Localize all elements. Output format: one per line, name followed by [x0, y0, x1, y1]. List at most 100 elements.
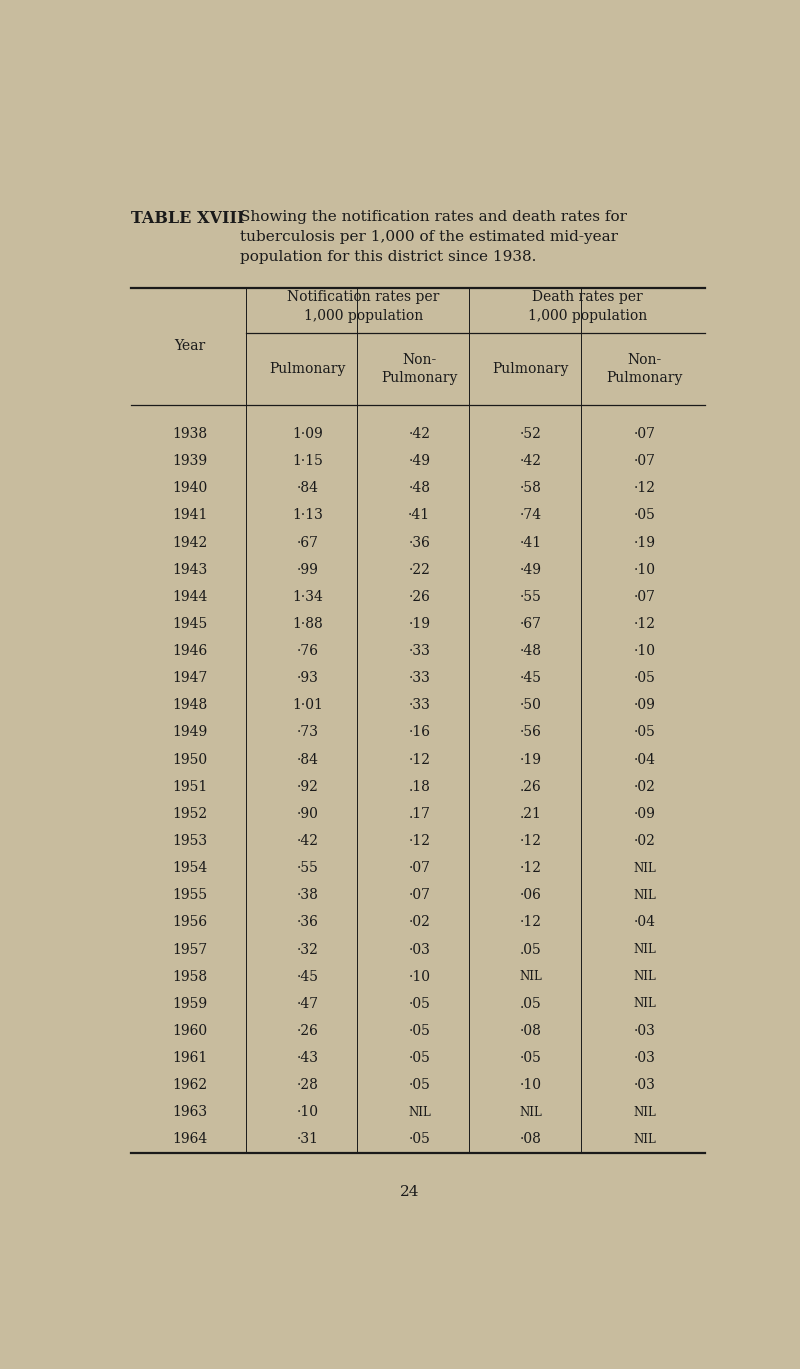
Text: 1950: 1950 [172, 753, 207, 767]
Text: .18: .18 [408, 780, 430, 794]
Text: Non-
Pulmonary: Non- Pulmonary [381, 353, 458, 385]
Text: TABLE XVIII: TABLE XVIII [131, 209, 245, 227]
Text: ·26: ·26 [297, 1024, 318, 1038]
Text: ·05: ·05 [634, 671, 655, 686]
Text: ·19: ·19 [634, 535, 655, 549]
Text: ·84: ·84 [297, 753, 318, 767]
Text: 24: 24 [400, 1186, 420, 1199]
Text: 1947: 1947 [172, 671, 207, 686]
Text: 1953: 1953 [172, 834, 207, 847]
Text: ·12: ·12 [408, 834, 430, 847]
Text: ·16: ·16 [408, 726, 430, 739]
Text: ·26: ·26 [408, 590, 430, 604]
Text: 1949: 1949 [172, 726, 207, 739]
Text: ·07: ·07 [408, 861, 430, 875]
Text: ·33: ·33 [408, 643, 430, 658]
Text: 1958: 1958 [172, 969, 207, 984]
Text: ·38: ·38 [297, 888, 318, 902]
Text: ·45: ·45 [297, 969, 318, 984]
Text: ·28: ·28 [297, 1079, 318, 1092]
Text: 1940: 1940 [172, 482, 207, 496]
Text: ·36: ·36 [297, 916, 318, 930]
Text: ·07: ·07 [634, 427, 655, 441]
Text: .05: .05 [520, 942, 542, 957]
Text: ·10: ·10 [408, 969, 430, 984]
Text: ·67: ·67 [520, 617, 542, 631]
Text: ·48: ·48 [520, 643, 542, 658]
Text: ·05: ·05 [408, 1079, 430, 1092]
Text: .17: .17 [408, 806, 430, 821]
Text: NIL: NIL [633, 1134, 656, 1146]
Text: ·33: ·33 [408, 671, 430, 686]
Text: ·76: ·76 [297, 643, 318, 658]
Text: ·05: ·05 [634, 726, 655, 739]
Text: 1960: 1960 [172, 1024, 207, 1038]
Text: ·56: ·56 [520, 726, 542, 739]
Text: NIL: NIL [519, 1106, 542, 1118]
Text: ·31: ·31 [297, 1132, 318, 1146]
Text: ·10: ·10 [520, 1079, 542, 1092]
Text: ·07: ·07 [634, 590, 655, 604]
Text: ·03: ·03 [634, 1024, 655, 1038]
Text: 1959: 1959 [172, 997, 207, 1010]
Text: ·03: ·03 [634, 1079, 655, 1092]
Text: ·52: ·52 [520, 427, 542, 441]
Text: ·55: ·55 [297, 861, 318, 875]
Text: ·42: ·42 [520, 455, 542, 468]
Text: ·12: ·12 [520, 834, 542, 847]
Text: ·04: ·04 [634, 916, 655, 930]
Text: NIL: NIL [633, 1106, 656, 1118]
Text: ·12: ·12 [408, 753, 430, 767]
Text: ·73: ·73 [297, 726, 318, 739]
Text: ·36: ·36 [408, 535, 430, 549]
Text: 1·15: 1·15 [292, 455, 323, 468]
Text: 1943: 1943 [172, 563, 207, 576]
Text: ·09: ·09 [634, 806, 655, 821]
Text: ·32: ·32 [297, 942, 318, 957]
Text: ·33: ·33 [408, 698, 430, 712]
Text: 1938: 1938 [172, 427, 207, 441]
Text: 1956: 1956 [172, 916, 207, 930]
Text: Pulmonary: Pulmonary [493, 361, 569, 375]
Text: 1962: 1962 [172, 1079, 207, 1092]
Text: 1·88: 1·88 [292, 617, 323, 631]
Text: Death rates per
1,000 population: Death rates per 1,000 population [528, 290, 647, 323]
Text: ·50: ·50 [520, 698, 542, 712]
Text: ·05: ·05 [520, 1051, 542, 1065]
Text: ·12: ·12 [520, 916, 542, 930]
Text: Pulmonary: Pulmonary [270, 361, 346, 375]
Text: 1939: 1939 [172, 455, 207, 468]
Text: ·47: ·47 [297, 997, 318, 1010]
Text: ·93: ·93 [297, 671, 318, 686]
Text: ·07: ·07 [408, 888, 430, 902]
Text: ·43: ·43 [297, 1051, 318, 1065]
Text: ·02: ·02 [634, 834, 655, 847]
Text: NIL: NIL [633, 861, 656, 875]
Text: 1963: 1963 [172, 1105, 207, 1120]
Text: Year: Year [174, 340, 206, 353]
Text: ·09: ·09 [634, 698, 655, 712]
Text: ·48: ·48 [408, 482, 430, 496]
Text: ·19: ·19 [520, 753, 542, 767]
Text: ·02: ·02 [634, 780, 655, 794]
Text: 1951: 1951 [172, 780, 207, 794]
Text: ·19: ·19 [408, 617, 430, 631]
Text: ·49: ·49 [520, 563, 542, 576]
Text: 1964: 1964 [172, 1132, 207, 1146]
Text: ·90: ·90 [297, 806, 318, 821]
Text: ·02: ·02 [408, 916, 430, 930]
Text: ·10: ·10 [297, 1105, 318, 1120]
Text: 1946: 1946 [172, 643, 207, 658]
Text: ·12: ·12 [634, 617, 655, 631]
Text: ·05: ·05 [408, 997, 430, 1010]
Text: ·08: ·08 [520, 1132, 542, 1146]
Text: ·06: ·06 [520, 888, 542, 902]
Text: ·92: ·92 [297, 780, 318, 794]
Text: ·55: ·55 [520, 590, 542, 604]
Text: 1·01: 1·01 [292, 698, 323, 712]
Text: ·67: ·67 [297, 535, 318, 549]
Text: 1952: 1952 [172, 806, 207, 821]
Text: ·03: ·03 [408, 942, 430, 957]
Text: .05: .05 [520, 997, 542, 1010]
Text: Showing the notification rates and death rates for
tuberculosis per 1,000 of the: Showing the notification rates and death… [239, 209, 626, 264]
